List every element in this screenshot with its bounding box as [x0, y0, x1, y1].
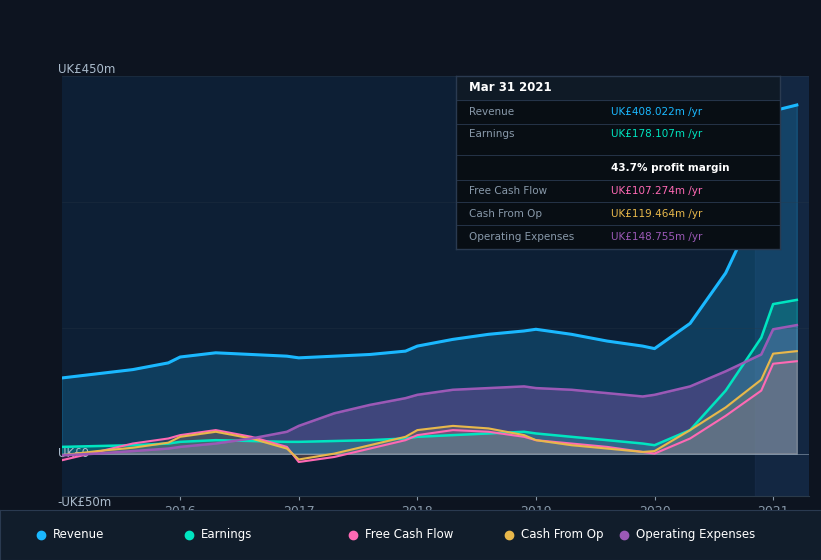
Text: UK£178.107m /yr: UK£178.107m /yr	[612, 129, 703, 139]
Text: Revenue: Revenue	[53, 528, 105, 542]
Text: Operating Expenses: Operating Expenses	[636, 528, 755, 542]
Text: UK£0: UK£0	[57, 447, 89, 460]
Text: Earnings: Earnings	[469, 129, 514, 139]
Text: Earnings: Earnings	[201, 528, 253, 542]
Text: 43.7% profit margin: 43.7% profit margin	[612, 162, 730, 172]
Text: UK£450m: UK£450m	[57, 63, 115, 76]
Text: UK£119.464m /yr: UK£119.464m /yr	[612, 209, 703, 218]
Text: Operating Expenses: Operating Expenses	[469, 232, 574, 242]
Text: Revenue: Revenue	[469, 107, 514, 117]
Text: UK£408.022m /yr: UK£408.022m /yr	[612, 107, 703, 117]
Bar	[755, 76, 809, 496]
Bar	[456, 76, 780, 100]
Text: Free Cash Flow: Free Cash Flow	[469, 186, 547, 196]
Text: UK£107.274m /yr: UK£107.274m /yr	[612, 186, 703, 196]
Text: -UK£50m: -UK£50m	[57, 496, 112, 508]
Text: Cash From Op: Cash From Op	[469, 209, 542, 218]
Text: UK£148.755m /yr: UK£148.755m /yr	[612, 232, 703, 242]
Text: Mar 31 2021: Mar 31 2021	[469, 81, 551, 94]
Text: Cash From Op: Cash From Op	[521, 528, 603, 542]
Text: Free Cash Flow: Free Cash Flow	[365, 528, 454, 542]
